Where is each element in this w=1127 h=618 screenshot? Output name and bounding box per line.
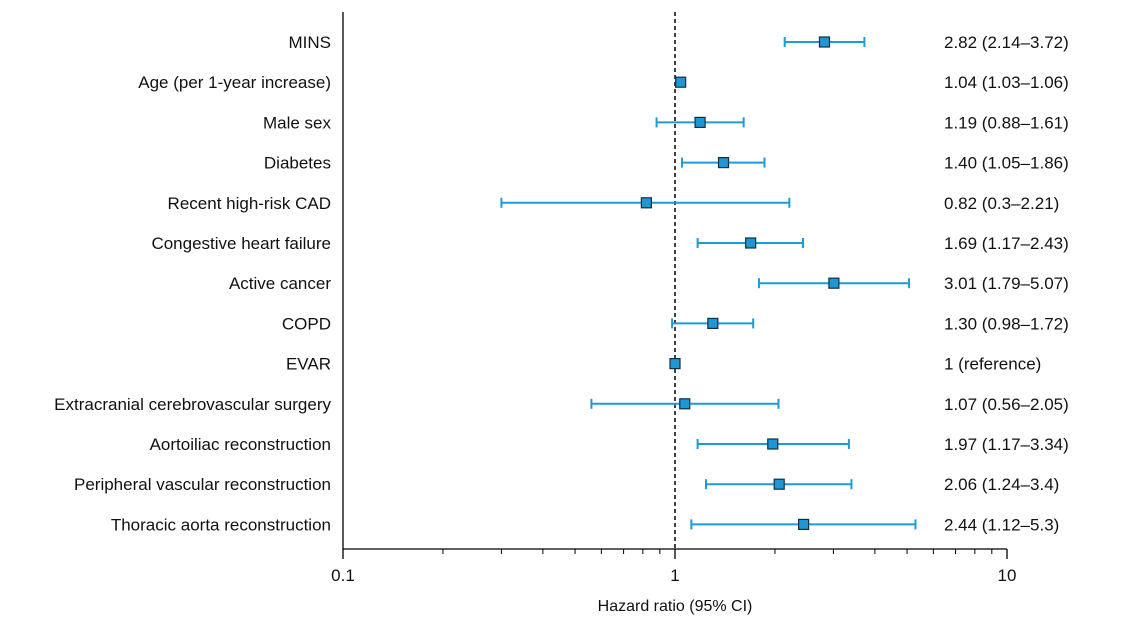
ci-text: 1 (reference) (944, 355, 1041, 374)
row-label: COPD (282, 314, 331, 333)
forest-row: Diabetes 1.40 (1.05–1.86) (264, 154, 1069, 173)
rows-layer: MINS 2.82 (2.14–3.72) Age (per 1-year incr… (54, 33, 1069, 534)
row-label: Active cancer (229, 274, 331, 293)
row-label: MINS (289, 33, 332, 52)
hr-marker (767, 438, 779, 450)
forest-row: Active cancer 3.01 (1.79–5.07) (229, 274, 1069, 293)
ci-text: 0.82 (0.3–2.21) (944, 194, 1059, 213)
hr-marker (679, 398, 691, 410)
forest-row: EVAR 1 (reference) (286, 355, 1041, 374)
forest-row: Age (per 1-year increase) 1.04 (1.03–1.06… (138, 73, 1069, 92)
row-label: Thoracic aorta reconstruction (111, 515, 331, 534)
row-label: Recent high-risk CAD (168, 194, 331, 213)
ci-text: 1.04 (1.03–1.06) (944, 73, 1069, 92)
forest-row: Aortoiliac reconstruction 1.97 (1.17–3.34… (150, 435, 1069, 454)
ci-text: 2.06 (1.24–3.4) (944, 475, 1059, 494)
hr-marker (773, 478, 785, 490)
hr-marker (828, 277, 840, 289)
forest-row: Thoracic aorta reconstruction 2.44 (1.12–… (111, 515, 1059, 534)
hr-marker (694, 116, 706, 129)
forest-row: COPD 1.30 (0.98–1.72) (282, 314, 1069, 333)
forest-row: Recent high-risk CAD 0.82 (0.3–2.21) (168, 194, 1060, 213)
row-label: EVAR (286, 355, 331, 374)
hr-marker (818, 36, 831, 48)
row-label: Extracranial cerebrovascular surgery (54, 395, 331, 414)
hr-marker (717, 157, 730, 169)
row-label: Diabetes (264, 154, 331, 173)
forest-row: Extracranial cerebrovascular surgery 1.07… (54, 395, 1069, 414)
row-label: Peripheral vascular reconstruction (74, 475, 331, 494)
ci-text: 1.30 (0.98–1.72) (944, 314, 1069, 333)
ci-text: 1.97 (1.17–3.34) (944, 435, 1069, 454)
axis-layer: Hazard ratio (95% CI) 0.1 1 10 (331, 12, 1016, 615)
ci-text: 2.82 (2.14–3.72) (944, 33, 1069, 52)
row-label: Age (per 1-year increase) (138, 73, 331, 92)
forest-row: Male sex 1.19 (0.88–1.61) (263, 113, 1069, 132)
ci-text: 3.01 (1.79–5.07) (944, 274, 1069, 293)
ci-text: 1.07 (0.56–2.05) (944, 395, 1069, 414)
ci-text: 2.44 (1.12–5.3) (944, 515, 1059, 534)
forest-row: Peripheral vascular reconstruction 2.06 (… (74, 475, 1059, 494)
ci-text: 1.69 (1.17–2.43) (944, 234, 1069, 253)
x-tick-label: 0.1 (331, 566, 355, 585)
forest-row: MINS 2.82 (2.14–3.72) (289, 33, 1069, 52)
ci-text: 1.19 (0.88–1.61) (944, 113, 1069, 132)
hr-marker (640, 197, 652, 209)
hr-marker (707, 317, 719, 329)
hr-marker (798, 518, 810, 531)
x-axis-title: Hazard ratio (95% CI) (598, 598, 753, 615)
row-label: Aortoiliac reconstruction (150, 435, 331, 454)
x-tick-label: 10 (998, 566, 1017, 585)
row-label: Congestive heart failure (151, 234, 331, 253)
hr-marker (669, 358, 681, 370)
ci-text: 1.40 (1.05–1.86) (944, 154, 1069, 173)
hr-marker (745, 237, 757, 249)
forest-row: Congestive heart failure 1.69 (1.17–2.43) (151, 234, 1068, 253)
x-tick-label: 1 (670, 566, 679, 585)
hr-marker (675, 76, 687, 88)
row-label: Male sex (263, 113, 332, 132)
